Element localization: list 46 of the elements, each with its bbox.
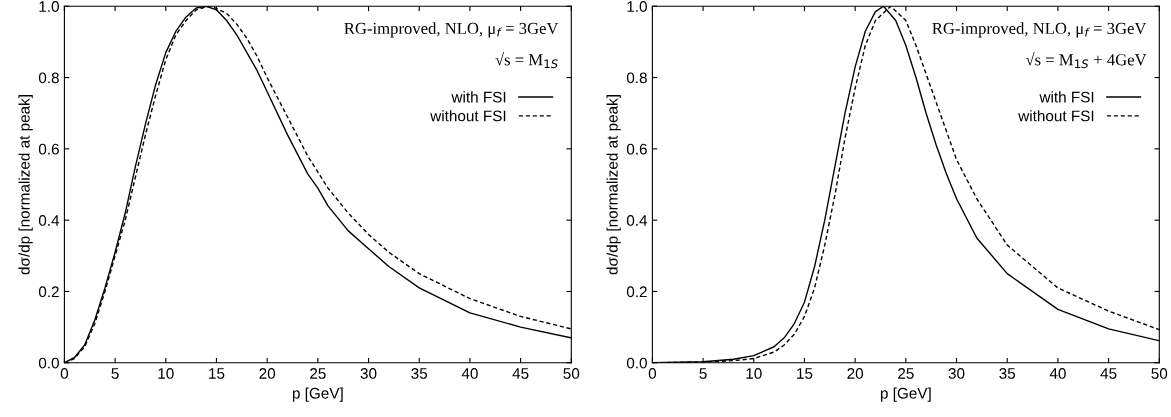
x-axis-title: p [GeV] [292,387,343,402]
y-tick-label: 0.4 [626,215,648,226]
annotation: √s = M$_{1S}$ [495,52,558,69]
x-tick-label: 20 [259,368,276,379]
x-tick-label: 50 [1151,368,1168,379]
x-tick-label: 35 [411,368,428,379]
legend-label: without FSI [1018,110,1094,122]
x-tick-label: 40 [1049,368,1066,379]
annotation: RG-improved, NLO, μ$_{f}$ = 3GeV [344,22,559,38]
y-tick-label: 0.4 [38,215,60,226]
x-tick-label: 15 [209,368,225,379]
x-tick-label: 45 [1100,368,1117,379]
x-tick-label: 10 [746,368,762,379]
y-tick-label: 0.2 [38,286,59,298]
x-tick-label: 25 [898,368,914,379]
y-tick-label: 1.0 [39,1,59,12]
y-tick-label: 1.0 [627,1,647,12]
x-tick-label: 45 [512,368,529,379]
x-axis-title: p [GeV] [880,387,931,402]
annotation: √s = M$_{1S}$ + 4GeV [1025,52,1147,69]
legend-label: with FSI [451,91,506,103]
y-tick-label: 0.8 [626,72,647,84]
x-tick-label: 5 [111,368,119,379]
x-tick-label: 15 [797,368,813,379]
x-tick-label: 20 [847,368,864,379]
y-tick-label: 0.2 [626,286,647,298]
annotation: RG-improved, NLO, μ$_{f}$ = 3GeV [932,22,1147,38]
y-tick-label: 0.6 [626,143,647,155]
y-tick-label: 0.8 [38,72,59,84]
y-tick-label: 0.6 [38,143,59,155]
y-axis-title: dσ/dp [normalized at peak] [18,95,33,275]
x-tick-label: 10 [158,368,174,379]
legend-label: without FSI [430,110,506,122]
x-tick-label: 30 [360,368,377,379]
x-tick-label: 25 [310,368,326,379]
x-tick-label: 40 [461,368,478,379]
x-tick-label: 0 [60,368,69,379]
x-tick-label: 5 [699,368,707,379]
x-tick-label: 50 [563,368,580,379]
x-tick-label: 0 [648,368,657,379]
legend-label: with FSI [1039,91,1094,103]
y-axis-title: dσ/dp [normalized at peak] [606,95,621,275]
x-tick-label: 30 [948,368,965,379]
x-tick-label: 35 [999,368,1016,379]
y-tick-label: 0.0 [626,357,647,369]
y-tick-label: 0.0 [38,357,59,369]
